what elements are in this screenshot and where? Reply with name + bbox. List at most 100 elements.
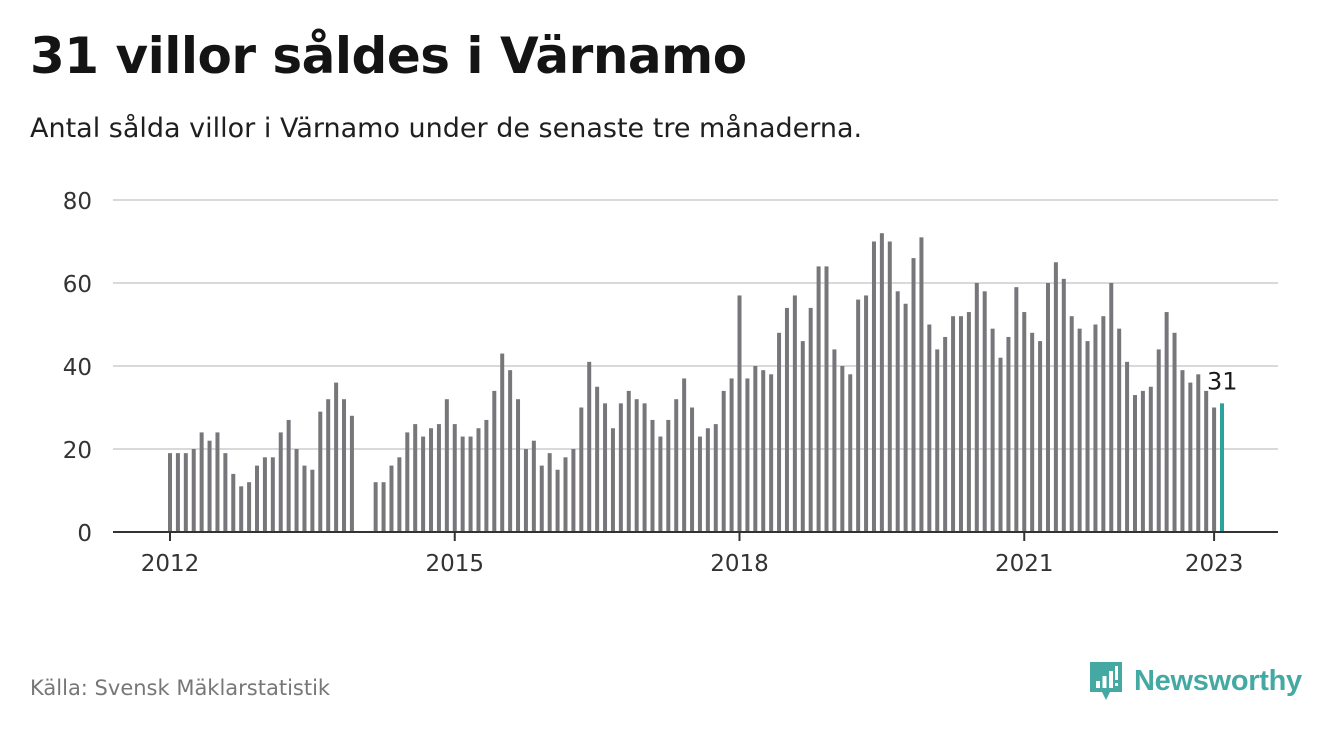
bar — [974, 283, 979, 532]
bar — [911, 258, 916, 532]
bar — [500, 353, 505, 532]
bar — [1077, 328, 1082, 532]
bar — [642, 403, 647, 532]
brand-name: Newsworthy — [1134, 664, 1302, 697]
bar — [168, 453, 172, 532]
bar — [982, 291, 987, 532]
bar — [618, 403, 623, 532]
bar — [864, 295, 869, 532]
bar — [895, 291, 900, 532]
bar — [1212, 407, 1217, 532]
bar — [1030, 332, 1035, 532]
bar — [951, 316, 956, 532]
bar — [326, 399, 331, 532]
bar — [784, 307, 789, 532]
bar — [690, 407, 695, 532]
bar — [610, 428, 615, 532]
bar — [697, 436, 702, 532]
x-tick-label: 2012 — [141, 551, 200, 577]
bar — [460, 436, 465, 532]
bar — [436, 424, 441, 532]
bar — [199, 432, 204, 532]
x-tick-label: 2018 — [710, 551, 769, 577]
bar — [761, 370, 766, 532]
bar — [1164, 312, 1169, 532]
bar — [856, 299, 861, 532]
x-tick-label: 2021 — [995, 551, 1054, 577]
bar — [777, 332, 782, 532]
bar — [381, 482, 386, 532]
bar — [484, 419, 489, 532]
bar — [516, 399, 521, 532]
bar — [207, 440, 212, 532]
bar — [444, 399, 449, 532]
bar — [1045, 283, 1050, 532]
bar — [523, 449, 528, 532]
bar — [270, 457, 275, 532]
bar — [824, 266, 829, 532]
highlight-value-label: 31 — [1207, 367, 1238, 395]
bar — [539, 465, 544, 532]
bar — [413, 424, 418, 532]
bar — [405, 432, 410, 532]
bar — [1148, 386, 1153, 532]
bar — [792, 295, 797, 532]
bar — [587, 361, 592, 532]
bar — [800, 341, 805, 532]
bar — [191, 449, 196, 532]
bar — [808, 307, 813, 532]
bar — [1038, 341, 1043, 532]
bar — [650, 419, 655, 532]
bar — [1204, 390, 1209, 532]
bar — [721, 390, 726, 532]
y-tick-label: 0 — [77, 521, 92, 547]
bar — [349, 415, 354, 532]
bar — [943, 336, 948, 532]
bar — [286, 419, 291, 532]
bar — [626, 390, 631, 532]
y-tick-label: 60 — [63, 272, 92, 298]
bar — [705, 428, 710, 532]
bar — [666, 419, 671, 532]
bar — [255, 465, 260, 532]
bar — [1132, 395, 1137, 532]
bar — [879, 233, 884, 532]
x-tick-label: 2023 — [1185, 551, 1244, 577]
bar — [294, 449, 299, 532]
brand-logo[interactable]: Newsworthy — [1088, 660, 1302, 702]
bar — [1188, 382, 1193, 532]
bar — [816, 266, 821, 532]
bar — [729, 378, 734, 532]
bar — [468, 436, 473, 532]
bar — [769, 374, 774, 532]
bar — [1014, 287, 1019, 532]
newsworthy-logo-icon — [1090, 662, 1122, 700]
bar — [958, 316, 963, 532]
bar — [998, 357, 1003, 532]
bar — [674, 399, 679, 532]
bar — [531, 440, 536, 532]
bar — [903, 303, 908, 532]
bar — [215, 432, 220, 532]
y-tick-label: 20 — [63, 438, 92, 464]
bar — [563, 457, 568, 532]
bar — [310, 469, 315, 532]
bar — [278, 432, 283, 532]
chart-title: 31 villor såldes i Värnamo — [30, 27, 747, 85]
bar — [1061, 278, 1066, 532]
bar — [571, 449, 576, 532]
bar — [508, 370, 513, 532]
bar — [1022, 312, 1027, 532]
bar — [334, 382, 339, 532]
bar — [1196, 374, 1201, 532]
bar — [452, 424, 457, 532]
bar — [231, 473, 236, 532]
bar — [1156, 349, 1161, 532]
highlight-bar — [1220, 403, 1224, 532]
bar — [1093, 324, 1098, 532]
bar — [183, 453, 188, 532]
chart-subtitle: Antal sålda villor i Värnamo under de se… — [30, 113, 863, 144]
bar — [476, 428, 481, 532]
bar — [1069, 316, 1074, 532]
